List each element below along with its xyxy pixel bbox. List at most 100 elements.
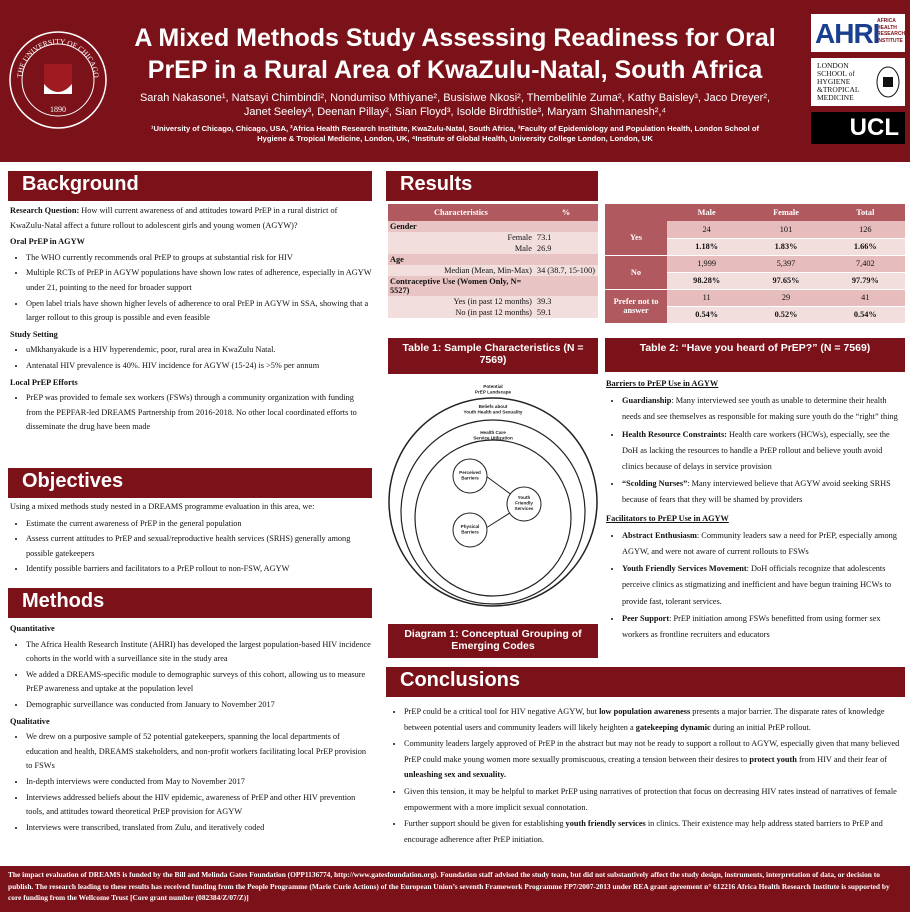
bullet: “Scolding Nurses”: Many interviewed beli… (622, 476, 906, 508)
section-heading: Results (386, 171, 598, 201)
text-run: We drew on a purposive sample of 52 pote… (26, 732, 367, 771)
subheading: Qualitative (10, 716, 50, 726)
table-row: Yes 24 101 126 (605, 221, 905, 256)
header-cell: % (561, 208, 571, 217)
bullet: Estimate the current awareness of PrEP i… (26, 517, 372, 532)
value-cell: 7,402 (825, 255, 905, 273)
header-cell: Male (697, 208, 716, 217)
node-circle (452, 458, 488, 494)
lshtm-line: HYGIENE (817, 77, 851, 86)
bullet: Antenatal HIV prevalence is 40%. HIV inc… (26, 359, 372, 374)
table-row: No (in past 12 months) 59.1 (388, 307, 598, 318)
table-row: Median (Mean, Min-Max) 34 (38.7, 15-100) (388, 265, 598, 276)
bold-run: Youth Friendly Services Movement (622, 564, 747, 574)
header: THE UNIVERSITY OF CHICAGO 1890 A Mixed M… (0, 0, 910, 162)
table: Male Female Total Yes 24 101 126 1.18% 1.83% 1.66… (605, 204, 905, 324)
value-cell: 98.28% (667, 272, 747, 290)
bold-run: Abstract Enthusiasm (622, 530, 697, 540)
emblem-ring (876, 66, 900, 98)
ucl-logo: UCL (811, 112, 905, 144)
bullet-list: Guardianship: Many interviewed see youth… (606, 393, 906, 508)
ahri-mark: AHRI (815, 18, 880, 49)
bullet: We added a DREAMS-specific module to dem… (26, 668, 372, 697)
table-row: Prefer not to answer 11 29 41 (605, 289, 905, 324)
text-run: We added a DREAMS-specific module to dem… (26, 669, 366, 694)
text-run: : PrEP initiation among FSWs benefitted … (622, 613, 881, 640)
seal-year: 1890 (50, 105, 66, 114)
seal-ring (9, 31, 107, 129)
bold-run: Health Resource Constraints: (622, 429, 727, 439)
bullet: Multiple RCTs of PrEP in AGYW population… (26, 266, 372, 295)
bullet: Assess current attitudes to PrEP and sex… (26, 532, 372, 561)
header-cell: Female (773, 208, 799, 217)
header-cell: Total (856, 208, 875, 217)
bullet: We drew on a purposive sample of 52 pote… (26, 730, 372, 774)
bullet: PrEP was provided to female sex workers … (26, 391, 372, 435)
bullet: Youth Friendly Services Movement: DoH of… (622, 561, 906, 610)
diagram-label: Potential (483, 384, 502, 389)
diagram-label: Perceived (459, 470, 481, 475)
table-row: Male 26.9 (388, 243, 598, 254)
value-cell: 101 (746, 221, 826, 239)
bullet: PrEP could be a critical tool for HIV ne… (404, 704, 904, 735)
bullet-list: Abstract Enthusiasm: Community leaders s… (606, 528, 906, 643)
text-run: Assess current attitudes to PrEP and sex… (26, 534, 351, 558)
value-cell: 24 (667, 221, 747, 239)
bullet: Health Resource Constraints: Health care… (622, 427, 906, 476)
bullet-list: PrEP was provided to female sex workers … (10, 391, 372, 435)
title-line: A Mixed Methods Study Assessing Readines… (134, 24, 776, 52)
table: Characteristics% Gender Female 73.1 Male 26.9… (388, 204, 598, 318)
affiliations-line: Hygiene & Tropical Medicine, London, UK,… (257, 134, 653, 143)
bullet-list: Estimate the current awareness of PrEP i… (10, 517, 372, 577)
diagram-label: Health Care (480, 430, 506, 435)
bullet-list: The Africa Health Research Institute (AH… (10, 638, 372, 713)
text-run: Demographic surveillance was conducted f… (26, 699, 275, 709)
text-run: PrEP could be a critical tool for HIV ne… (404, 707, 600, 716)
table-row: 1.18% 1.83% 1.66% (605, 238, 905, 256)
empty-cell (534, 254, 598, 265)
label-cell: No (in past 12 months) (455, 308, 532, 317)
background-body: Research Question: How will current awar… (10, 204, 372, 466)
table2: Male Female Total Yes 24 101 126 1.18% 1.83% 1.66… (605, 204, 905, 330)
row-label: No (605, 255, 667, 290)
bullet-list: The WHO currently recommends oral PrEP t… (10, 251, 372, 326)
node-circle (452, 512, 488, 548)
section-heading: Objectives (8, 468, 372, 498)
bullet: Community leaders largely approved of Pr… (404, 736, 904, 783)
section-heading: Conclusions (386, 667, 905, 697)
text-run: The Africa Health Research Institute (AH… (26, 639, 371, 664)
text-run: presents a major barrier. The disparate … (404, 707, 885, 732)
ahri-sub-line: INSTITUTE (877, 37, 903, 44)
bold-run: Peer Support (622, 613, 670, 623)
lshtm-line: SCHOOL of (817, 69, 855, 78)
bullet-list: We drew on a purposive sample of 52 pote… (10, 730, 372, 835)
value-cell: 1,999 (667, 255, 747, 273)
group-cell: Contraceptive Use (Women Only, N= 5527) (390, 277, 522, 295)
text-run: Further support should be given for esta… (404, 819, 566, 829)
bullet: Demographic surveillance was conducted f… (26, 698, 372, 713)
diagram-label: Friendly (515, 501, 533, 506)
bold-run: low population awareness (599, 707, 691, 716)
text-run: Open label trials have shown higher leve… (26, 298, 369, 323)
node-circle (506, 486, 542, 522)
value-cell: 1.18% (667, 238, 747, 256)
diagram-label: Beliefs about (479, 404, 508, 409)
empty-cell (534, 276, 598, 296)
ahri-sub-line: RESEARCH (877, 31, 906, 37)
value-cell: 34 (38.7, 15-100) (536, 266, 595, 275)
bold-run: Research Question: (10, 206, 80, 215)
value-cell: 126 (825, 221, 905, 239)
section-heading: Background (8, 171, 372, 201)
subheading: Quantitative (10, 624, 55, 633)
methods-body: Quantitative The Africa Health Research I… (10, 620, 372, 860)
text-run: Interviews addressed beliefs about the H… (26, 792, 356, 817)
table-row: Contraceptive Use (Women Only, N= 5527) (388, 276, 598, 296)
diagram-label: Barriers (461, 476, 479, 481)
bold-run: protect youth (749, 754, 797, 764)
paragraph: Using a mixed methods study nested in a … (10, 500, 372, 515)
table1: Characteristics% Gender Female 73.1 Male 26.9… (388, 204, 598, 330)
text-run: Antenatal HIV prevalence is 40%. HIV inc… (26, 360, 320, 370)
authors-line: Janet Seeley³, Deenan Pillay², Sian Floy… (243, 106, 667, 118)
